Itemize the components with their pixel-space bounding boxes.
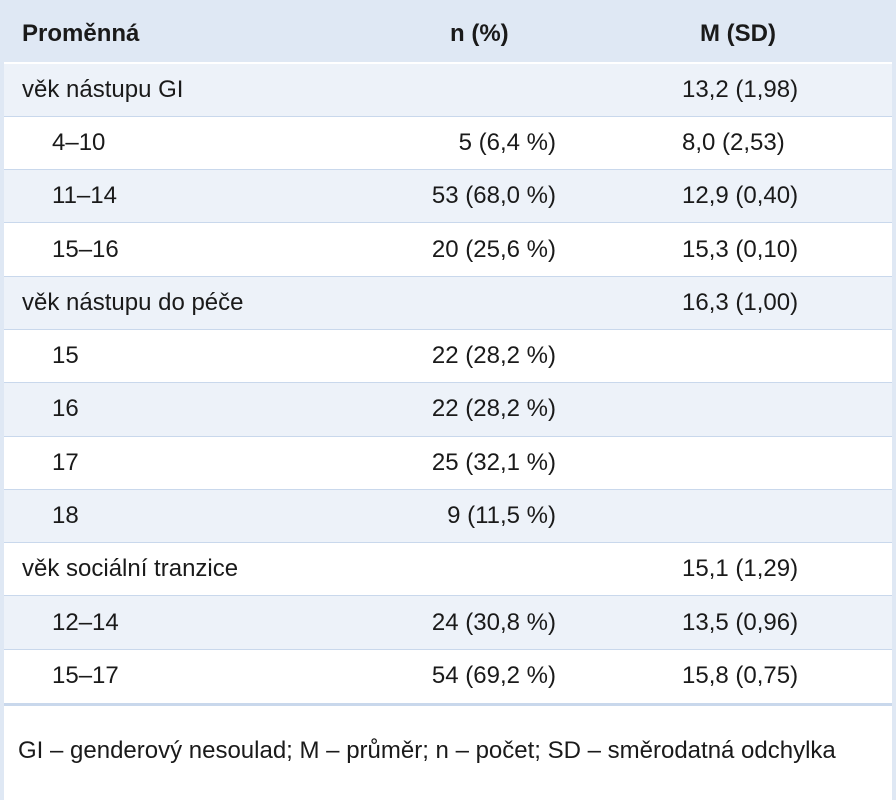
row-n-percent: 5 (6,4 %) xyxy=(388,115,594,170)
row-n-percent: 25 (32,1 %) xyxy=(388,435,594,490)
row-subcategory-label: 15 xyxy=(4,328,388,383)
table-row: 12–14 24 (30,8 %) 13,5 (0,96) xyxy=(4,595,892,650)
row-variable-label: věk nástupu GI xyxy=(4,62,388,117)
row-n-percent: 22 (28,2 %) xyxy=(388,382,594,437)
table-row: věk nástupu GI 13,2 (1,98) xyxy=(4,62,892,117)
row-subcategory-label: 4–10 xyxy=(4,115,388,170)
header-mean-sd: M (SD) xyxy=(594,6,892,64)
table-row: věk sociální tranzice 15,1 (1,29) xyxy=(4,542,892,596)
table-row: 18 9 (11,5 %) xyxy=(4,488,892,543)
row-subcategory-label: 17 xyxy=(4,435,388,490)
table-body: věk nástupu GI 13,2 (1,98) 4–10 5 (6,4 %) 8,… xyxy=(4,62,892,703)
table-row: věk nástupu do péče 16,3 (1,00) xyxy=(4,275,892,330)
row-n-percent: 24 (30,8 %) xyxy=(388,595,594,650)
row-mean-sd: 15,3 (0,10) xyxy=(594,222,892,277)
row-mean-sd: 13,2 (1,98) xyxy=(594,62,892,117)
row-subcategory-label: 12–14 xyxy=(4,595,388,650)
row-subcategory-label: 11–14 xyxy=(4,169,388,223)
header-row: Proměnná n (%) M (SD) xyxy=(4,6,892,64)
header-n-percent: n (%) xyxy=(388,6,594,64)
table-row: 15–17 54 (69,2 %) 15,8 (0,75) xyxy=(4,648,892,703)
table-row: 15 22 (28,2 %) xyxy=(4,328,892,383)
row-n-percent xyxy=(388,275,594,330)
top-band xyxy=(4,0,892,6)
table-header: Proměnná n (%) M (SD) xyxy=(4,6,892,64)
header-variable: Proměnná xyxy=(4,6,388,64)
row-mean-sd: 13,5 (0,96) xyxy=(594,595,892,650)
row-n-percent: 20 (25,6 %) xyxy=(388,222,594,277)
table-row: 17 25 (32,1 %) xyxy=(4,435,892,490)
row-n-percent xyxy=(388,542,594,596)
row-variable-label: věk nástupu do péče xyxy=(4,275,388,330)
row-mean-sd: 8,0 (2,53) xyxy=(594,115,892,170)
row-n-percent: 9 (11,5 %) xyxy=(388,488,594,543)
table-footnote: GI – genderový nesoulad; M – průměr; n –… xyxy=(4,702,892,768)
row-subcategory-label: 16 xyxy=(4,382,388,437)
row-mean-sd: 16,3 (1,00) xyxy=(594,275,892,330)
row-n-percent: 53 (68,0 %) xyxy=(388,169,594,223)
row-mean-sd xyxy=(594,328,892,383)
row-mean-sd xyxy=(594,488,892,543)
row-subcategory-label: 18 xyxy=(4,488,388,543)
table-row: 11–14 53 (68,0 %) 12,9 (0,40) xyxy=(4,169,892,223)
row-subcategory-label: 15–16 xyxy=(4,222,388,277)
table-row: 16 22 (28,2 %) xyxy=(4,382,892,437)
row-mean-sd xyxy=(594,382,892,437)
row-mean-sd: 15,1 (1,29) xyxy=(594,542,892,596)
row-n-percent: 54 (69,2 %) xyxy=(388,648,594,703)
row-mean-sd: 15,8 (0,75) xyxy=(594,648,892,703)
row-n-percent: 22 (28,2 %) xyxy=(388,328,594,383)
row-n-percent xyxy=(388,62,594,117)
row-mean-sd xyxy=(594,435,892,490)
row-variable-label: věk sociální tranzice xyxy=(4,542,388,596)
data-table: Proměnná n (%) M (SD) věk nástupu GI 13,2… xyxy=(4,6,892,703)
row-subcategory-label: 15–17 xyxy=(4,648,388,703)
table-row: 4–10 5 (6,4 %) 8,0 (2,53) xyxy=(4,115,892,170)
table-row: 15–16 20 (25,6 %) 15,3 (0,10) xyxy=(4,222,892,277)
row-mean-sd: 12,9 (0,40) xyxy=(594,169,892,223)
